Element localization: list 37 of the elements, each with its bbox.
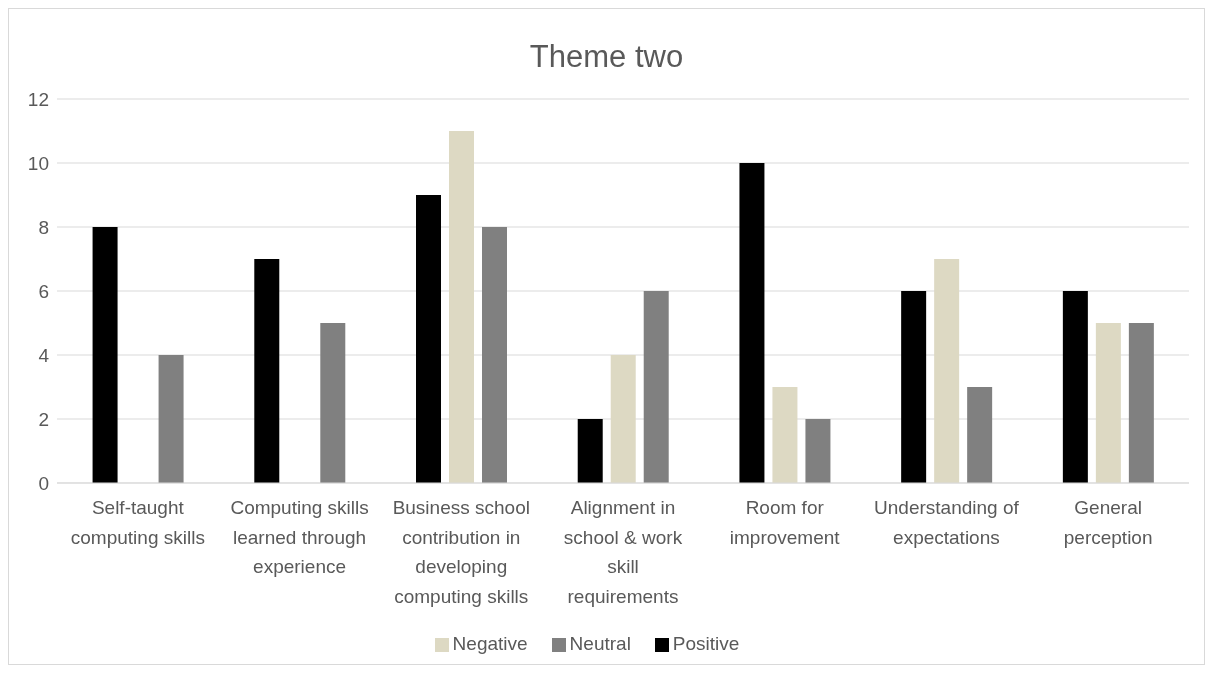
bar — [158, 355, 184, 483]
x-tick-label: Understanding of expectations — [874, 497, 1020, 548]
legend-label: Neutral — [569, 633, 631, 654]
bar — [1095, 323, 1121, 483]
bar — [449, 131, 475, 483]
bar — [610, 355, 636, 483]
bar — [901, 291, 927, 483]
bar — [805, 419, 831, 483]
y-tick-label: 8 — [38, 216, 49, 238]
bar — [739, 163, 765, 483]
bar — [416, 195, 442, 483]
y-tick-label: 12 — [27, 88, 49, 110]
bar — [1128, 323, 1154, 483]
bar — [643, 291, 669, 483]
x-tick-label: Self-taught computing skills — [70, 497, 205, 548]
bar — [254, 259, 280, 483]
bar — [967, 387, 993, 483]
y-tick-label: 0 — [38, 472, 49, 494]
bar — [577, 419, 603, 483]
y-tick-label: 4 — [38, 344, 50, 366]
chart-title: Theme two — [528, 39, 685, 76]
x-tick-label: Business school contribution in developing computing skills — [392, 497, 530, 607]
bar — [1062, 291, 1088, 483]
y-tick-label: 6 — [38, 280, 49, 302]
bar — [92, 227, 118, 483]
x-tick-label: Computing skills learned through experience — [230, 497, 369, 578]
x-tick-label: Room for improvement — [729, 497, 841, 548]
bar — [772, 387, 798, 483]
bar — [934, 259, 960, 483]
y-tick-label: 10 — [27, 152, 49, 174]
bar — [320, 323, 346, 483]
legend-label: Positive — [672, 633, 740, 654]
y-tick-label: 2 — [38, 408, 49, 430]
x-tick-label: General perception — [1063, 497, 1153, 548]
bar — [482, 227, 508, 483]
x-tick-label: Alignment in school & work skill requirements — [563, 497, 683, 607]
legend-label: Negative — [452, 633, 528, 654]
